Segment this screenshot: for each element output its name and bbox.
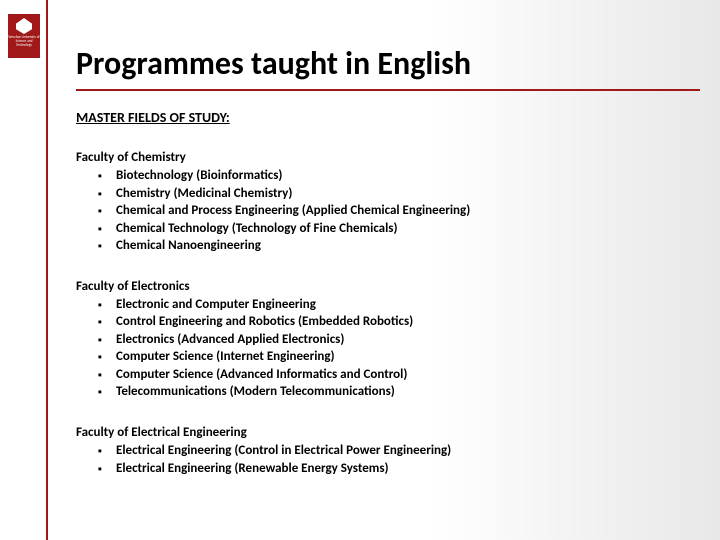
faculty-block: Faculty of Chemistry Biotechnology (Bioin… <box>76 150 700 255</box>
programme-item: Computer Science (Internet Engineering) <box>116 348 700 366</box>
left-sidebar: Wrocław University of Science and Techno… <box>0 0 48 540</box>
slide-content: Programmes taught in English MASTER FIEL… <box>76 0 720 501</box>
faculty-name: Faculty of Electrical Engineering <box>76 425 700 440</box>
programme-list: Electrical Engineering (Control in Elect… <box>76 442 700 477</box>
faculties-container: Faculty of Chemistry Biotechnology (Bioin… <box>76 150 700 477</box>
programme-item: Chemical and Process Engineering (Applie… <box>116 202 700 220</box>
logo-shield-icon <box>16 18 32 34</box>
faculty-name: Faculty of Electronics <box>76 279 700 294</box>
programme-item: Computer Science (Advanced Informatics a… <box>116 366 700 384</box>
logo-text: Wrocław University of Science and Techno… <box>8 36 40 48</box>
programme-item: Chemical Technology (Technology of Fine … <box>116 220 700 238</box>
faculty-block: Faculty of Electrical Engineering Electri… <box>76 425 700 477</box>
programme-item: Electronics (Advanced Applied Electronic… <box>116 331 700 349</box>
programme-item: Electronic and Computer Engineering <box>116 296 700 314</box>
programme-list: Biotechnology (Bioinformatics)Chemistry … <box>76 167 700 255</box>
subheading: MASTER FIELDS OF STUDY: <box>76 109 700 126</box>
programme-item: Chemistry (Medicinal Chemistry) <box>116 185 700 203</box>
programme-list: Electronic and Computer EngineeringContr… <box>76 296 700 401</box>
university-logo: Wrocław University of Science and Techno… <box>8 14 40 58</box>
programme-item: Control Engineering and Robotics (Embedd… <box>116 313 700 331</box>
faculty-block: Faculty of Electronics Electronic and Com… <box>76 279 700 401</box>
faculty-name: Faculty of Chemistry <box>76 150 700 165</box>
page-title: Programmes taught in English <box>76 44 700 91</box>
programme-item: Telecommunications (Modern Telecommunica… <box>116 383 700 401</box>
programme-item: Chemical Nanoengineering <box>116 237 700 255</box>
programme-item: Electrical Engineering (Renewable Energy… <box>116 460 700 478</box>
programme-item: Biotechnology (Bioinformatics) <box>116 167 700 185</box>
programme-item: Electrical Engineering (Control in Elect… <box>116 442 700 460</box>
